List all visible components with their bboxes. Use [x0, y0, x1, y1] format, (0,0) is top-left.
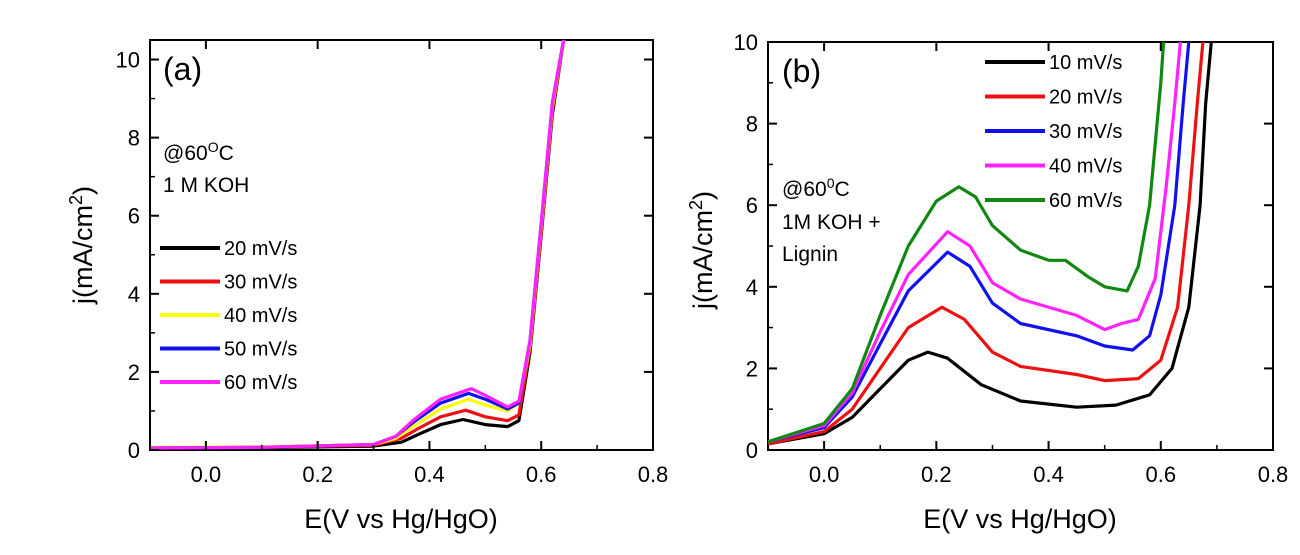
series-line-30-mv-s-b — [768, 42, 1191, 444]
plot-frame-a — [149, 39, 654, 451]
panel-label-a: (a) — [163, 51, 202, 87]
legend-label-a: 20 mV/s — [224, 238, 297, 260]
y-tick-label-b: 10 — [734, 30, 758, 55]
series-line-60-mv-s-a — [150, 40, 566, 450]
y-tick-label-b: 4 — [746, 275, 758, 300]
panel-label-b: (b) — [782, 53, 821, 89]
y-tick-label-a: 2 — [128, 360, 140, 385]
series-line-30-mv-s-a — [150, 40, 566, 450]
y-axis-title-a: j(mA/cm2) — [66, 186, 98, 305]
legend-label-b: 20 mV/s — [1049, 87, 1122, 109]
series-line-20-mv-s-b — [768, 42, 1205, 446]
legend-label-b: 30 mV/s — [1049, 121, 1122, 143]
series-line-40-mv-s-b — [768, 42, 1182, 444]
legend-b: 10 mV/s 20 mV/s 30 mV/s 40 mV/s 60 mV/s — [985, 52, 1122, 212]
series-line-10-mv-s-b — [768, 42, 1213, 446]
legend-label-a: 60 mV/s — [224, 372, 297, 394]
x-tick-label-a: 0.0 — [191, 462, 222, 487]
series-line-20-mv-s-a — [150, 40, 566, 450]
y-tick-label-a: 6 — [128, 204, 140, 229]
x-tick-label-b: 0.6 — [1145, 462, 1176, 487]
x-tick-label-b: 0.2 — [921, 462, 952, 487]
legend-a: 20 mV/s 30 mV/s 40 mV/s 50 mV/s 60 mV/s — [160, 238, 297, 394]
legend-label-b: 10 mV/s — [1049, 52, 1122, 74]
y-tick-label-b: 8 — [746, 112, 758, 137]
x-tick-label-a: 0.4 — [414, 462, 445, 487]
legend-label-b: 40 mV/s — [1049, 156, 1122, 178]
x-tick-label-a: 0.6 — [526, 462, 557, 487]
legend-label-b: 60 mV/s — [1049, 190, 1122, 212]
x-tick-label-b: 0.0 — [809, 462, 840, 487]
electrolyte-note-a: 1 M KOH — [163, 174, 249, 197]
additive-note-b: Lignin — [782, 243, 838, 266]
temperature-note-a: @60OC — [163, 139, 234, 165]
x-axis-title-a: E(V vs Hg/HgO) — [304, 504, 498, 534]
series-group-a — [150, 40, 566, 450]
panel-a: 0.0 0.2 0.4 0.6 0.8 0 2 4 6 8 10 (a) @60OC 1 M KOH… — [66, 39, 669, 534]
legend-label-a: 50 mV/s — [224, 339, 297, 361]
series-line-50-mv-s-a — [150, 40, 566, 450]
series-line-40-mv-s-a — [150, 40, 566, 449]
x-tick-label-a: 0.2 — [302, 462, 333, 487]
legend-label-a: 40 mV/s — [224, 305, 297, 327]
y-tick-label-a: 4 — [128, 282, 140, 307]
legend-label-a: 30 mV/s — [224, 272, 297, 294]
y-tick-label-a: 10 — [116, 48, 140, 73]
x-tick-label-b: 0.4 — [1033, 462, 1064, 487]
y-tick-label-b: 6 — [746, 193, 758, 218]
series-line-60-mv-s-b — [768, 42, 1166, 444]
axes-b: 0.0 0.2 0.4 0.6 0.8 0 2 4 6 8 10 — [734, 30, 1289, 487]
panel-b: 0.0 0.2 0.4 0.6 0.8 0 2 4 6 8 10 (b) @600C 1M KOH … — [686, 30, 1288, 534]
electrolyte-note-b: 1M KOH + — [782, 211, 881, 234]
y-tick-label-b: 2 — [746, 356, 758, 381]
temperature-note-b: @600C — [782, 175, 850, 201]
y-tick-label-b: 0 — [746, 438, 758, 463]
y-tick-label-a: 8 — [128, 126, 140, 151]
series-group-b — [768, 42, 1213, 446]
y-axis-title-b: j(mA/cm2) — [686, 191, 718, 310]
y-tick-label-a: 0 — [128, 438, 140, 463]
x-tick-label-a: 0.8 — [638, 462, 669, 487]
x-tick-label-b: 0.8 — [1258, 462, 1289, 487]
x-axis-title-b: E(V vs Hg/HgO) — [923, 504, 1117, 534]
axes-a: 0.0 0.2 0.4 0.6 0.8 0 2 4 6 8 10 — [116, 40, 669, 487]
